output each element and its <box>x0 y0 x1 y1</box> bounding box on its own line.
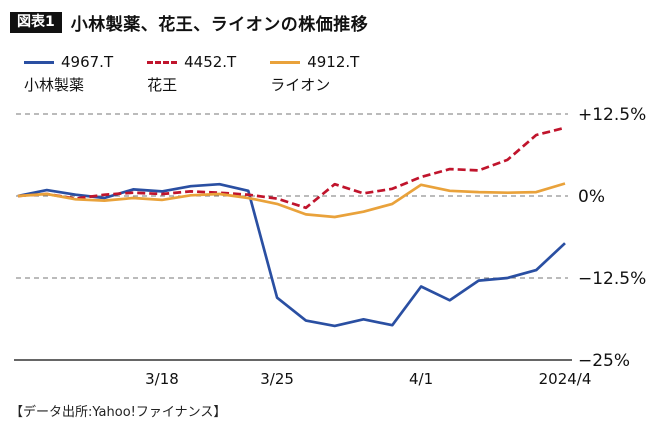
series-line-4967.T <box>17 182 566 328</box>
legend-swatch-blue-line <box>24 60 54 64</box>
data-source-note: 【データ出所:Yahoo!ファイナンス】 <box>10 405 227 420</box>
legend-item-kobayashi: 4967.T 小林製薬 <box>24 53 113 95</box>
y-tick-label: 0% <box>578 187 605 207</box>
legend-name: 花王 <box>147 76 178 94</box>
page-title: 小林製薬、花王、ライオンの株価推移 <box>70 15 369 35</box>
series-line-4912.T <box>17 182 566 219</box>
y-tick-label: +12.5% <box>578 105 646 125</box>
legend-swatch-red-dashed-line <box>147 60 178 64</box>
chart-svg: +12.5% 0% −12.5% −25% 3/18 3/25 4/1 2024/4 <box>14 105 646 388</box>
legend-item-kao: 4452.T 花王 <box>147 53 236 95</box>
y-tick-label: −12.5% <box>578 269 646 289</box>
chart-area: +12.5% 0% −12.5% −25% 3/18 3/25 4/1 2024/4 <box>0 99 670 399</box>
series-line-4452.T <box>17 126 566 210</box>
y-tick-label: −25% <box>578 351 630 371</box>
x-tick-label: 3/25 <box>260 370 294 388</box>
header: 図表1 小林製薬、花王、ライオンの株価推移 <box>0 0 670 35</box>
legend-name: 小林製薬 <box>24 76 85 94</box>
x-tick-label: 4/1 <box>409 370 433 388</box>
legend-name: ライオン <box>270 76 331 94</box>
legend-code: 4912.T <box>307 53 360 71</box>
legend-swatch-orange-line <box>270 60 301 64</box>
legend-code: 4967.T <box>61 53 114 71</box>
chart-legend: 4967.T 小林製薬 4452.T 花王 4912.T ライオン <box>0 35 670 95</box>
x-tick-label: 2024/4 <box>539 370 592 388</box>
x-tick-label: 3/18 <box>145 370 179 388</box>
legend-code: 4452.T <box>184 53 237 71</box>
legend-item-lion: 4912.T ライオン <box>270 53 359 95</box>
figure-badge: 図表1 <box>10 11 62 34</box>
